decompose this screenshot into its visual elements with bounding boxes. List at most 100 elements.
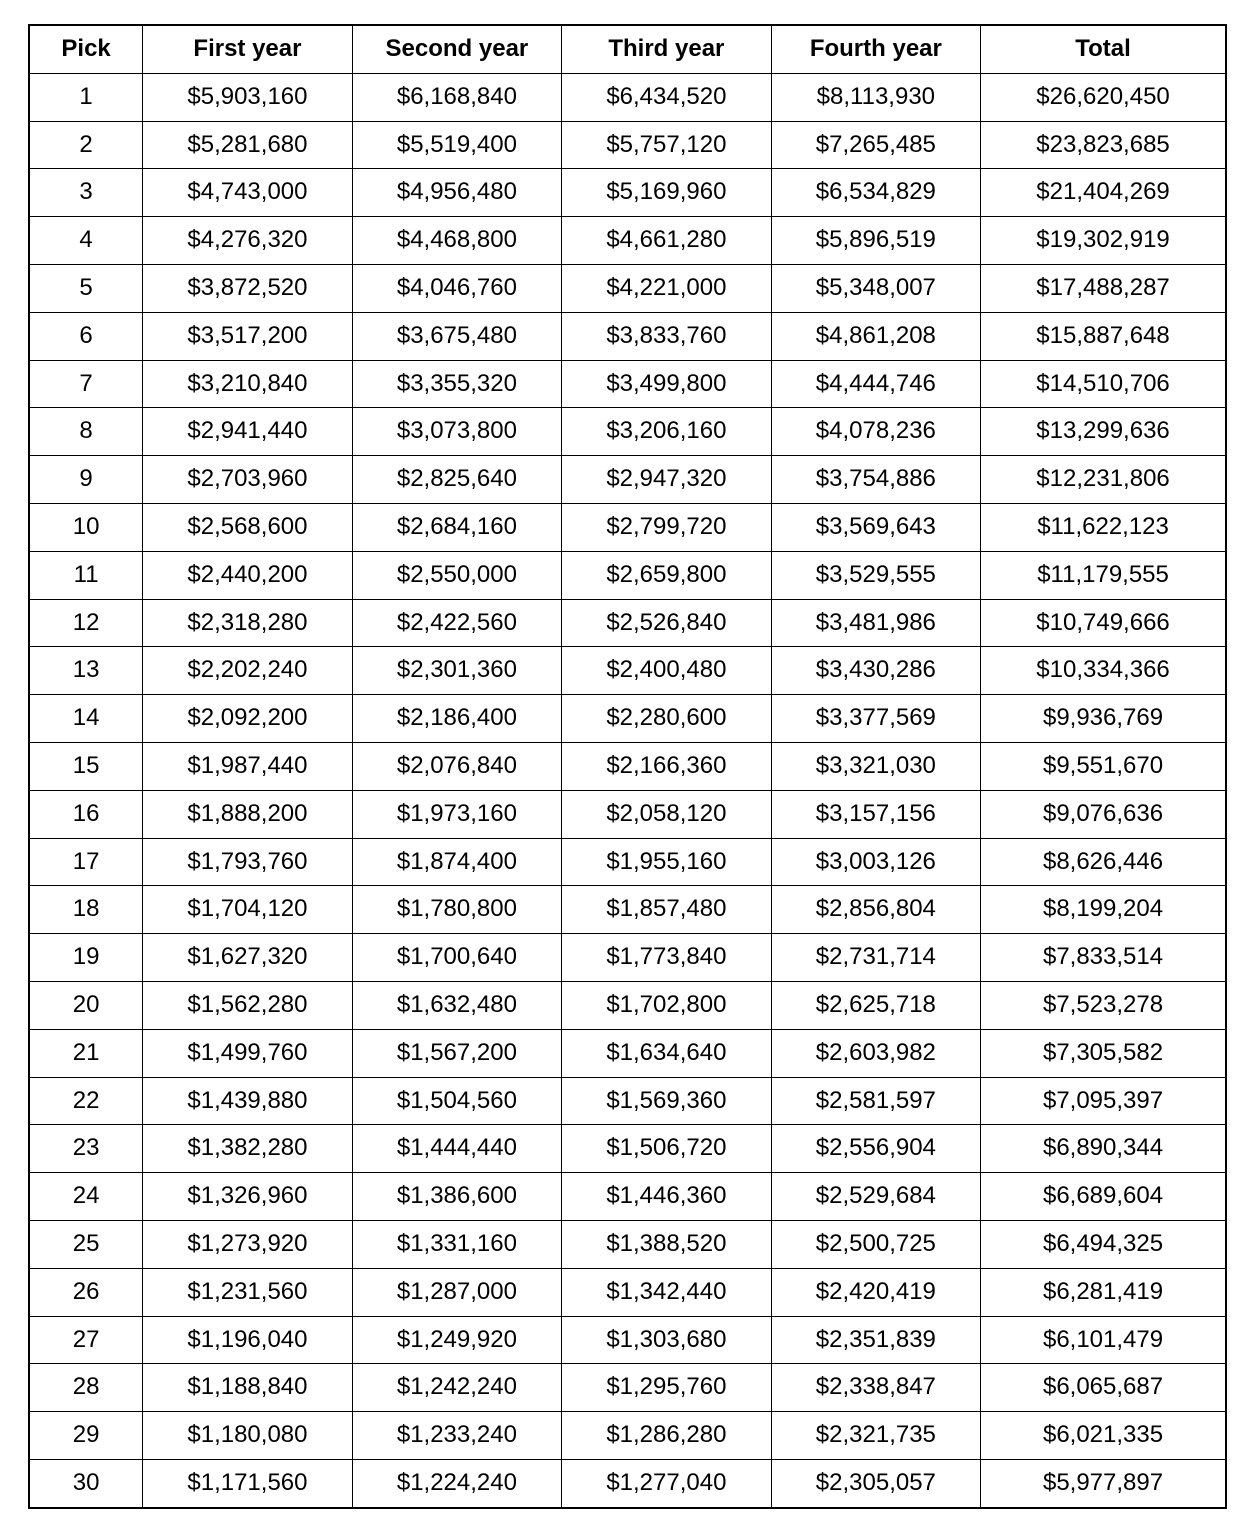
- cell-second-year: $1,233,240: [352, 1412, 561, 1460]
- cell-second-year: $1,242,240: [352, 1364, 561, 1412]
- cell-second-year: $1,567,200: [352, 1029, 561, 1077]
- cell-total: $21,404,269: [981, 169, 1226, 217]
- cell-third-year: $1,303,680: [562, 1316, 771, 1364]
- cell-second-year: $1,331,160: [352, 1220, 561, 1268]
- table-row: 7$3,210,840$3,355,320$3,499,800$4,444,74…: [29, 360, 1226, 408]
- cell-fourth-year: $3,529,555: [771, 551, 980, 599]
- cell-second-year: $2,825,640: [352, 456, 561, 504]
- cell-pick: 8: [29, 408, 143, 456]
- cell-total: $7,833,514: [981, 934, 1226, 982]
- cell-total: $11,179,555: [981, 551, 1226, 599]
- cell-second-year: $1,386,600: [352, 1173, 561, 1221]
- cell-first-year: $5,281,680: [143, 121, 352, 169]
- cell-first-year: $2,318,280: [143, 599, 352, 647]
- table-row: 12$2,318,280$2,422,560$2,526,840$3,481,9…: [29, 599, 1226, 647]
- table-header: Pick First year Second year Third year F…: [29, 25, 1226, 73]
- cell-total: $6,281,419: [981, 1268, 1226, 1316]
- cell-pick: 13: [29, 647, 143, 695]
- cell-pick: 11: [29, 551, 143, 599]
- cell-first-year: $2,202,240: [143, 647, 352, 695]
- cell-third-year: $2,166,360: [562, 742, 771, 790]
- cell-fourth-year: $2,731,714: [771, 934, 980, 982]
- cell-third-year: $5,169,960: [562, 169, 771, 217]
- cell-second-year: $1,224,240: [352, 1459, 561, 1507]
- cell-total: $6,101,479: [981, 1316, 1226, 1364]
- cell-third-year: $1,295,760: [562, 1364, 771, 1412]
- cell-first-year: $1,987,440: [143, 742, 352, 790]
- cell-fourth-year: $3,481,986: [771, 599, 980, 647]
- table-row: 27$1,196,040$1,249,920$1,303,680$2,351,8…: [29, 1316, 1226, 1364]
- table-row: 16$1,888,200$1,973,160$2,058,120$3,157,1…: [29, 790, 1226, 838]
- cell-total: $6,021,335: [981, 1412, 1226, 1460]
- cell-first-year: $1,704,120: [143, 886, 352, 934]
- cell-second-year: $2,550,000: [352, 551, 561, 599]
- cell-pick: 14: [29, 695, 143, 743]
- cell-first-year: $1,382,280: [143, 1125, 352, 1173]
- table-row: 18$1,704,120$1,780,800$1,857,480$2,856,8…: [29, 886, 1226, 934]
- cell-first-year: $2,440,200: [143, 551, 352, 599]
- cell-fourth-year: $7,265,485: [771, 121, 980, 169]
- table-row: 17$1,793,760$1,874,400$1,955,160$3,003,1…: [29, 838, 1226, 886]
- cell-pick: 21: [29, 1029, 143, 1077]
- cell-second-year: $1,287,000: [352, 1268, 561, 1316]
- cell-total: $6,494,325: [981, 1220, 1226, 1268]
- cell-pick: 5: [29, 264, 143, 312]
- cell-second-year: $3,355,320: [352, 360, 561, 408]
- cell-second-year: $1,504,560: [352, 1077, 561, 1125]
- cell-third-year: $2,280,600: [562, 695, 771, 743]
- cell-third-year: $1,342,440: [562, 1268, 771, 1316]
- cell-total: $6,065,687: [981, 1364, 1226, 1412]
- cell-pick: 6: [29, 312, 143, 360]
- cell-total: $13,299,636: [981, 408, 1226, 456]
- cell-third-year: $3,206,160: [562, 408, 771, 456]
- cell-total: $10,334,366: [981, 647, 1226, 695]
- cell-total: $8,626,446: [981, 838, 1226, 886]
- cell-first-year: $1,273,920: [143, 1220, 352, 1268]
- cell-fourth-year: $2,500,725: [771, 1220, 980, 1268]
- cell-fourth-year: $2,603,982: [771, 1029, 980, 1077]
- cell-second-year: $4,468,800: [352, 217, 561, 265]
- cell-third-year: $2,799,720: [562, 503, 771, 551]
- col-header-third-year: Third year: [562, 25, 771, 73]
- cell-total: $12,231,806: [981, 456, 1226, 504]
- cell-fourth-year: $3,003,126: [771, 838, 980, 886]
- table-row: 19$1,627,320$1,700,640$1,773,840$2,731,7…: [29, 934, 1226, 982]
- cell-third-year: $2,058,120: [562, 790, 771, 838]
- cell-pick: 26: [29, 1268, 143, 1316]
- cell-first-year: $1,326,960: [143, 1173, 352, 1221]
- cell-third-year: $1,506,720: [562, 1125, 771, 1173]
- cell-total: $9,076,636: [981, 790, 1226, 838]
- cell-fourth-year: $4,444,746: [771, 360, 980, 408]
- cell-first-year: $3,210,840: [143, 360, 352, 408]
- cell-pick: 25: [29, 1220, 143, 1268]
- table-row: 22$1,439,880$1,504,560$1,569,360$2,581,5…: [29, 1077, 1226, 1125]
- cell-fourth-year: $3,321,030: [771, 742, 980, 790]
- table-row: 23$1,382,280$1,444,440$1,506,720$2,556,9…: [29, 1125, 1226, 1173]
- cell-third-year: $2,526,840: [562, 599, 771, 647]
- cell-fourth-year: $2,625,718: [771, 981, 980, 1029]
- cell-total: $7,523,278: [981, 981, 1226, 1029]
- cell-first-year: $1,499,760: [143, 1029, 352, 1077]
- cell-second-year: $1,780,800: [352, 886, 561, 934]
- cell-second-year: $2,076,840: [352, 742, 561, 790]
- cell-third-year: $1,857,480: [562, 886, 771, 934]
- cell-pick: 28: [29, 1364, 143, 1412]
- cell-first-year: $1,562,280: [143, 981, 352, 1029]
- cell-pick: 24: [29, 1173, 143, 1221]
- table-row: 29$1,180,080$1,233,240$1,286,280$2,321,7…: [29, 1412, 1226, 1460]
- cell-fourth-year: $8,113,930: [771, 73, 980, 121]
- cell-fourth-year: $2,556,904: [771, 1125, 980, 1173]
- cell-first-year: $4,276,320: [143, 217, 352, 265]
- cell-second-year: $2,301,360: [352, 647, 561, 695]
- table-row: 20$1,562,280$1,632,480$1,702,800$2,625,7…: [29, 981, 1226, 1029]
- table-row: 2$5,281,680$5,519,400$5,757,120$7,265,48…: [29, 121, 1226, 169]
- cell-third-year: $1,569,360: [562, 1077, 771, 1125]
- cell-third-year: $3,833,760: [562, 312, 771, 360]
- col-header-total: Total: [981, 25, 1226, 73]
- cell-third-year: $1,446,360: [562, 1173, 771, 1221]
- table-body: 1$5,903,160$6,168,840$6,434,520$8,113,93…: [29, 73, 1226, 1507]
- cell-fourth-year: $4,861,208: [771, 312, 980, 360]
- cell-first-year: $1,188,840: [143, 1364, 352, 1412]
- cell-second-year: $1,973,160: [352, 790, 561, 838]
- cell-pick: 2: [29, 121, 143, 169]
